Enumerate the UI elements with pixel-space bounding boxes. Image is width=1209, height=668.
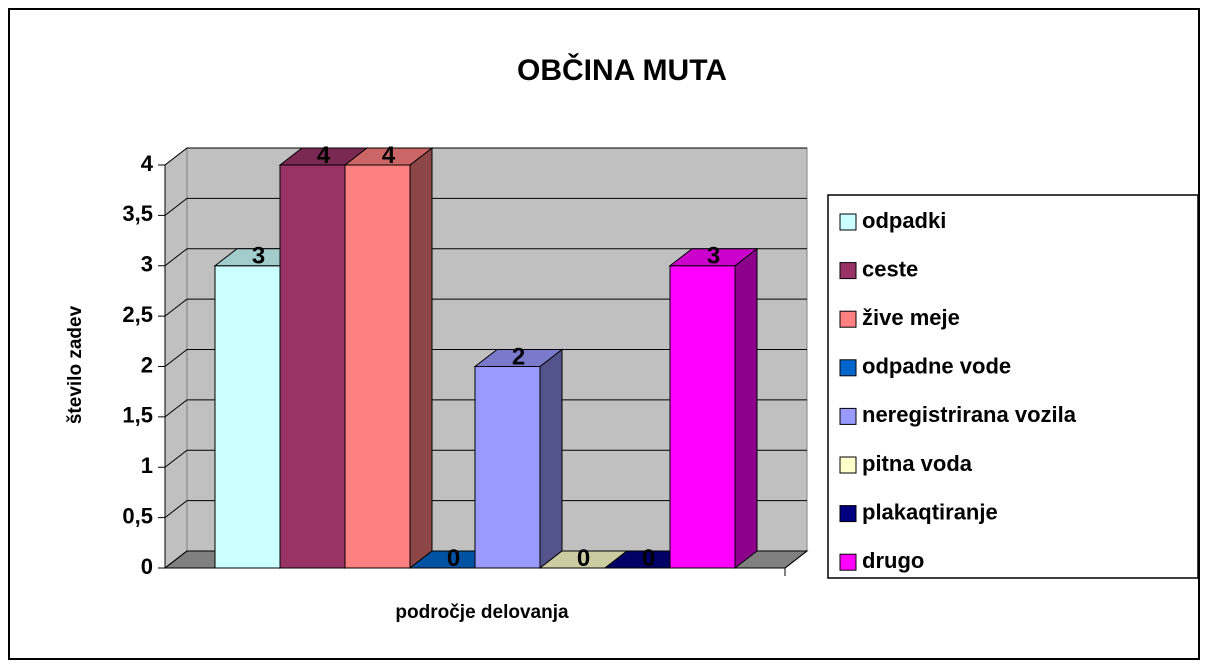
bar-top	[473, 349, 564, 367]
grid-line	[164, 399, 807, 418]
grid-line	[164, 349, 807, 367]
y-tick-label: 1,5	[122, 403, 153, 428]
grid-line	[164, 500, 807, 519]
chart-title: OBČINA MUTA	[517, 53, 727, 87]
y-tick-label: 0	[141, 554, 153, 579]
bar-top	[668, 248, 759, 267]
legend-swatch	[839, 359, 857, 377]
y-tick-label: 2,5	[122, 302, 153, 327]
legend-label: žive meje	[862, 305, 960, 330]
legend-swatch	[839, 505, 857, 523]
grid-line	[164, 298, 807, 317]
x-axis-depth	[784, 550, 808, 569]
bar	[474, 366, 541, 569]
legend-label: drugo	[862, 548, 924, 573]
legend-swatch	[839, 310, 857, 328]
legend-swatch	[839, 456, 857, 474]
grid-line	[164, 248, 807, 267]
bar-top	[343, 147, 434, 166]
y-axis-title: število zadev	[65, 305, 86, 424]
y-tick-label: 0,5	[122, 503, 153, 528]
bar	[344, 164, 411, 569]
grid-line	[164, 449, 807, 468]
legend-label: plakaqtiranje	[862, 499, 998, 524]
y-tick-label: 1	[141, 453, 153, 478]
bar-side	[734, 247, 758, 570]
grid-line	[164, 197, 807, 216]
bar	[279, 164, 346, 569]
y-tick-label: 4	[141, 151, 154, 176]
legend-swatch	[839, 407, 857, 425]
x-axis-title: področje delovanja	[395, 602, 569, 623]
grid-line	[164, 147, 807, 166]
bar	[214, 265, 281, 569]
data-label: 0	[447, 545, 460, 572]
data-label: 4	[382, 142, 396, 169]
legend-label: ceste	[862, 256, 918, 281]
legend-label: odpadki	[862, 208, 946, 233]
data-label: 0	[642, 545, 655, 572]
data-label: 3	[707, 243, 720, 270]
data-label: 2	[512, 343, 525, 370]
legend-swatch	[839, 262, 857, 280]
legend-swatch	[839, 553, 857, 571]
legend-label: pitna voda	[862, 451, 973, 476]
y-tick-label: 3	[141, 252, 153, 277]
legend-label: odpadne vode	[862, 354, 1011, 379]
y-tick-label: 2	[141, 352, 153, 377]
bar-side	[409, 146, 433, 570]
bar	[669, 265, 736, 569]
data-label: 3	[252, 243, 265, 270]
legend	[827, 194, 1199, 579]
legend-label: neregistrirana vozila	[862, 402, 1077, 427]
data-label: 4	[317, 142, 331, 169]
data-label: 0	[577, 545, 590, 572]
y-tick-label: 3,5	[122, 201, 153, 226]
legend-swatch	[839, 213, 857, 231]
bar-side	[539, 348, 563, 570]
